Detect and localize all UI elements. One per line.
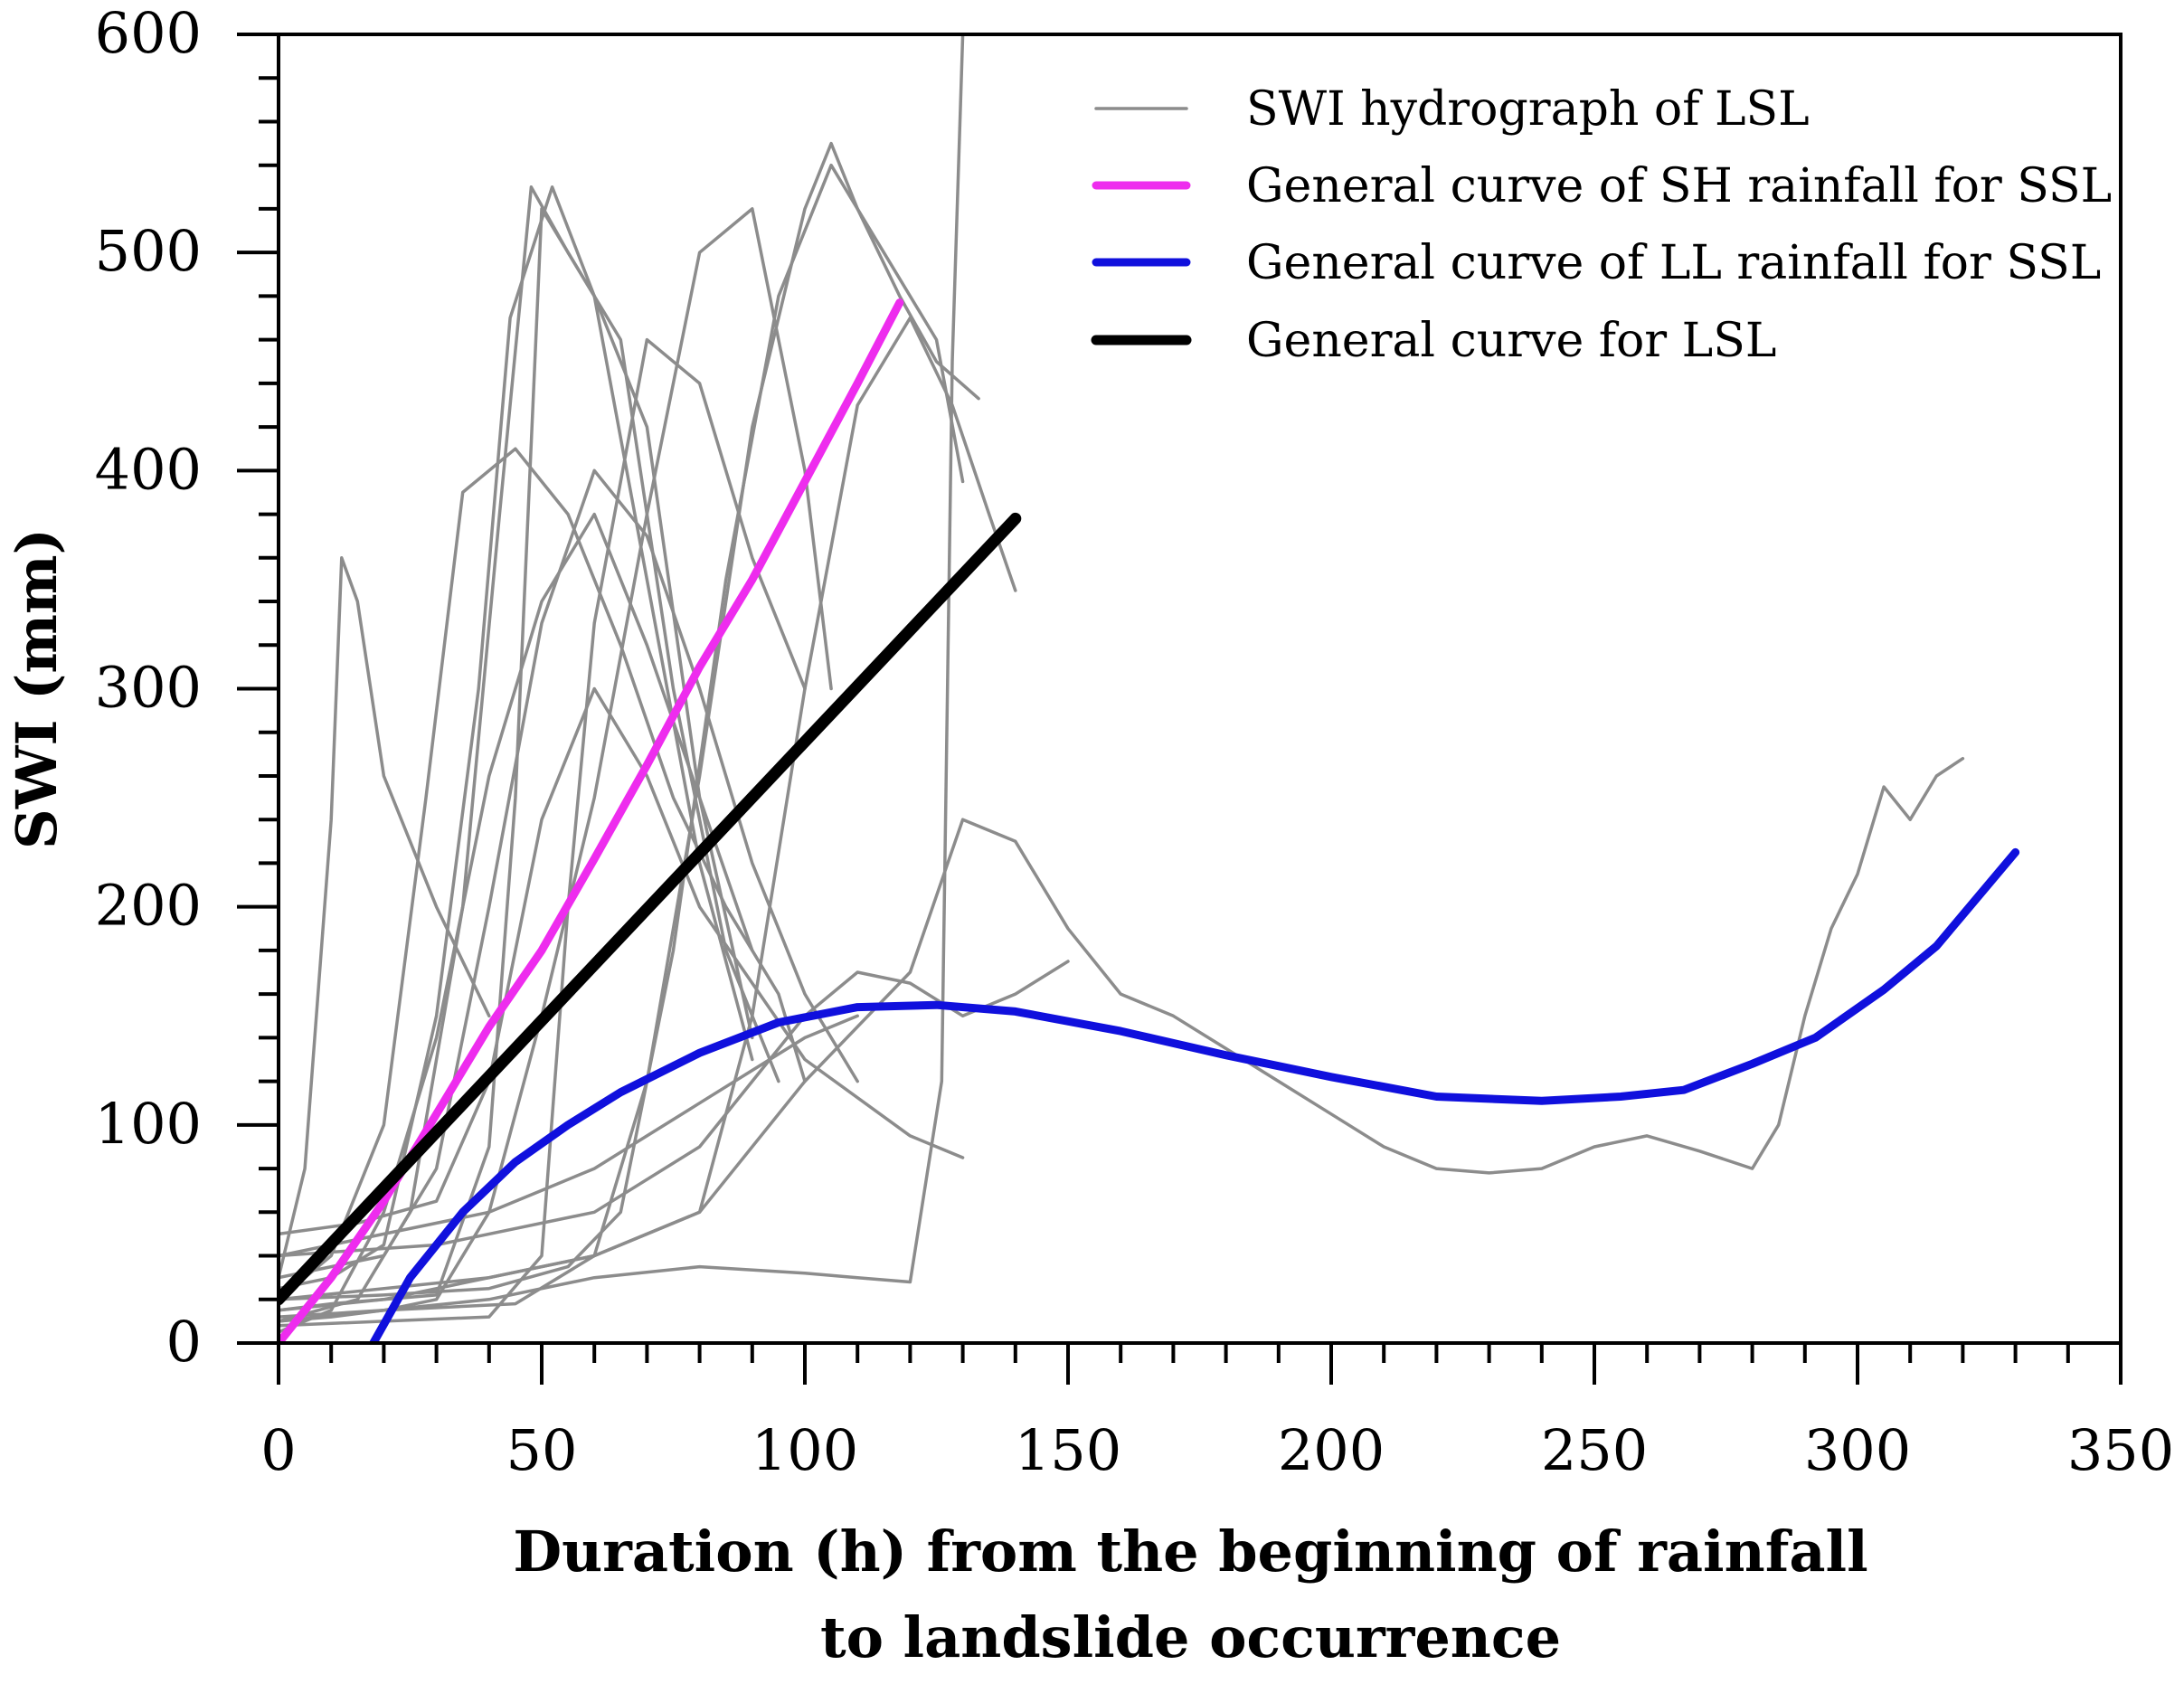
x-axis-title-line-2: to landslide occurrence [820, 1604, 1561, 1670]
hydrograph-line [279, 185, 754, 1291]
general-curve-layer [279, 298, 2020, 1343]
general-curve-line [369, 847, 2020, 1343]
hydrograph-line [279, 34, 965, 1323]
hydrograph-line [279, 1014, 859, 1258]
hydrograph-line [279, 316, 1017, 1312]
hydrograph-line [279, 556, 491, 1280]
tick-layer: 0 50 100 150 200 250 300 350 0 100 200 300 400 500 600 [95, 0, 2175, 1483]
x-tick-label: 100 [752, 1417, 858, 1483]
legend-label: General curve for LSL [1246, 314, 1776, 368]
y-tick-label: 500 [95, 218, 202, 284]
y-axis-title: SWI (mm) [4, 528, 70, 849]
y-tick-label: 400 [95, 436, 202, 502]
x-tick-label: 350 [2067, 1417, 2174, 1483]
x-tick-label: 150 [1015, 1417, 1121, 1483]
x-tick-label: 200 [1278, 1417, 1385, 1483]
hydrograph-line [279, 756, 1965, 1301]
y-tick-label: 600 [95, 0, 202, 66]
y-tick-label: 0 [166, 1309, 202, 1375]
y-tick-label: 200 [95, 873, 202, 939]
hydrograph-line [279, 686, 965, 1236]
general-curve-line [279, 512, 1022, 1306]
hydrograph-line [279, 468, 859, 1280]
legend-label: SWI hydrograph of LSL [1246, 82, 1810, 137]
hydrograph-line [279, 337, 807, 1328]
x-axis-title-line-1: Duration (h) from the beginning of rainf… [513, 1518, 1867, 1585]
hydrograph-line [279, 141, 980, 1319]
y-tick-label: 300 [95, 655, 202, 721]
hydrograph-line [279, 163, 965, 1301]
legend-label: General curve of SH rainfall for SSL [1246, 159, 2112, 213]
x-tick-label: 250 [1541, 1417, 1648, 1483]
x-tick-label: 50 [506, 1417, 578, 1483]
general-curve-line [279, 298, 904, 1343]
legend-label: General curve of LL rainfall for SSL [1246, 236, 2101, 290]
x-tick-label: 0 [260, 1417, 296, 1483]
hydrograph-line [279, 447, 807, 1301]
legend: SWI hydrograph of LSL General curve of SH… [1091, 82, 2112, 368]
x-tick-label: 300 [1804, 1417, 1911, 1483]
y-tick-label: 100 [95, 1091, 202, 1157]
